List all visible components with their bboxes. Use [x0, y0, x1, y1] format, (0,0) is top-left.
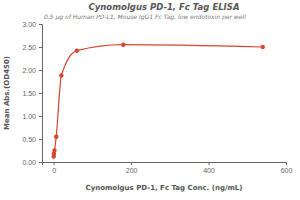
tick: 200 [126, 162, 138, 174]
y-axis: 0.00 0.50 1.00 1.50 2.00 2.50 3.00 [22, 21, 42, 166]
tick: 1.00 [22, 113, 42, 120]
tick-label: 0 [52, 167, 56, 174]
tick-mark [39, 116, 42, 117]
x-axis-title: Cynomolgus PD-1, Fc Tag Conc. (ng/mL) [86, 184, 243, 192]
tick-mark [286, 162, 287, 165]
tick-mark [209, 162, 210, 165]
point [121, 43, 125, 47]
chart: 0 200 400 600 0.00 0.50 1.00 1.50 2.00 2.50 3.00 Cy… [0, 0, 300, 200]
tick: 0.00 [22, 159, 42, 166]
tick-mark [39, 70, 42, 71]
tick-label: 2.50 [22, 44, 36, 51]
tick-label: 0.50 [22, 136, 36, 143]
point [75, 48, 79, 52]
axis-line [43, 163, 287, 166]
tick: 0.50 [22, 136, 42, 143]
tick-mark [39, 47, 42, 48]
subtitle: 0.5 μg of Human PD-L1, Mouse IgG1 Fc Tag… [44, 13, 246, 21]
tick-mark [131, 162, 132, 165]
tick-label: 2.00 [22, 67, 36, 74]
tick: 600 [281, 162, 293, 174]
point [59, 73, 63, 77]
point [52, 148, 56, 152]
tick-label: 400 [203, 167, 215, 174]
tick-mark [39, 93, 42, 94]
x-axis: 0 200 400 600 [43, 162, 293, 174]
data [52, 43, 265, 159]
curve [54, 45, 263, 157]
point [261, 45, 265, 49]
tick: 0 [52, 162, 56, 174]
tick: 2.00 [22, 67, 42, 74]
tick: 2.50 [22, 44, 42, 51]
tick-mark [39, 24, 42, 25]
tick: 400 [203, 162, 215, 174]
tick-label: 200 [126, 167, 138, 174]
point [54, 135, 58, 139]
tick-label: 600 [281, 167, 293, 174]
axis-line [39, 25, 43, 163]
tick-mark [54, 162, 55, 165]
tick-mark [39, 162, 42, 163]
tick-label: 1.00 [22, 113, 36, 120]
tick-label: 0.00 [22, 159, 36, 166]
y-axis-title: Mean Abs.(OD450) [3, 56, 11, 130]
tick-label: 1.50 [22, 90, 36, 97]
plot: 0 200 400 600 0.00 0.50 1.00 1.50 2.00 2.50 3.00 [22, 21, 292, 174]
tick: 3.00 [22, 21, 42, 28]
title: Cynomolgus PD-1, Fc Tag ELISA [89, 2, 240, 12]
tick: 1.50 [22, 90, 42, 97]
tick-label: 3.00 [22, 21, 36, 28]
tick-mark [39, 139, 42, 140]
